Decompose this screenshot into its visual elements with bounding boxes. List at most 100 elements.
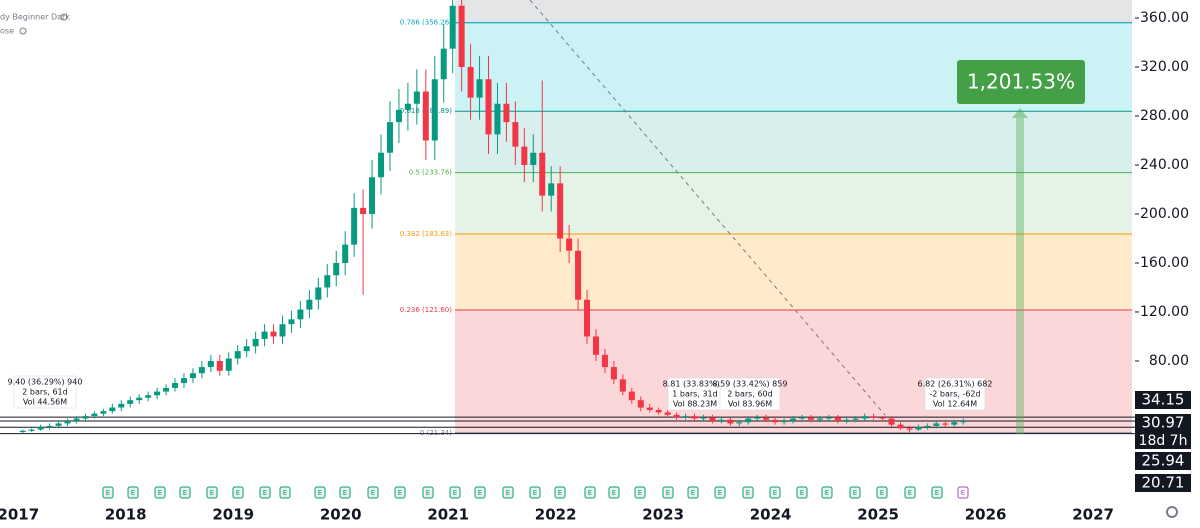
x-tick-label: 2020 — [320, 506, 362, 524]
gain-arrowhead — [1012, 108, 1028, 118]
x-tick-label: 2027 — [1072, 506, 1114, 524]
earnings-icon — [821, 486, 833, 499]
candle-body — [763, 417, 770, 420]
eye-icon[interactable] — [19, 27, 27, 35]
x-tick-label: 2023 — [642, 506, 684, 524]
price-lines — [0, 416, 1135, 435]
earnings-label: E — [398, 489, 402, 497]
candle-body — [790, 418, 797, 421]
y-tick-label: 320.00 — [1140, 59, 1189, 75]
candle-body — [664, 412, 671, 415]
measure-text: -2 bars, -62d — [929, 390, 980, 399]
earnings-label: E — [343, 489, 347, 497]
earnings-label: E — [318, 489, 322, 497]
candle-body — [100, 411, 107, 414]
candle-body — [897, 424, 904, 429]
earnings-icon — [742, 486, 754, 499]
candle-body — [494, 103, 501, 135]
earnings-icon — [796, 486, 808, 499]
earnings-label: E — [961, 489, 965, 497]
price-box — [1135, 452, 1191, 470]
candle-body — [781, 420, 788, 423]
candle-body — [172, 383, 179, 388]
countdown: 18d 7h — [1139, 433, 1188, 449]
gain-label: 1,201.53% — [967, 70, 1075, 94]
candle-body — [861, 416, 868, 419]
candle-body — [521, 146, 528, 165]
earnings-icon — [422, 486, 434, 499]
axis-layer: 80.00 120.00 160.00 200.00 240.00 280.00 320.0… — [1135, 10, 1191, 492]
measure-text: 2 bars, 61d — [22, 388, 67, 397]
measure-text: 9.40 (36.29%) 940 — [8, 378, 83, 387]
earnings-icon — [608, 486, 620, 499]
candle-body — [189, 373, 196, 379]
earnings-icon — [154, 486, 166, 499]
candle-body — [870, 416, 877, 418]
y-tick-label: 200.00 — [1140, 206, 1189, 222]
x-tick-label: 2019 — [212, 506, 254, 524]
candle-body — [637, 400, 644, 408]
candle-body — [369, 177, 376, 214]
candle-body — [342, 244, 349, 263]
y-tick-label: 360.00 — [1140, 10, 1189, 26]
settings-icon[interactable] — [1166, 506, 1178, 518]
earnings-label: E — [371, 489, 375, 497]
candle-body — [655, 409, 662, 413]
earnings-icon — [474, 486, 486, 499]
candle-body — [476, 79, 483, 98]
earnings-label: E — [691, 489, 695, 497]
earnings-label: E — [158, 489, 162, 497]
candle-body — [834, 417, 841, 421]
earnings-icon — [529, 486, 541, 499]
candle-body — [333, 262, 340, 276]
earnings-icon — [584, 486, 596, 499]
candle-body — [548, 183, 555, 196]
candle-body — [709, 417, 716, 421]
candle-body — [592, 336, 599, 355]
candle-body — [610, 367, 617, 380]
x-tick-label: 2025 — [857, 506, 899, 524]
earnings-label: E — [533, 489, 537, 497]
fib-band — [455, 172, 1132, 235]
candle-body — [19, 430, 26, 433]
eye-icon[interactable] — [60, 13, 68, 21]
x-tick-label: 2018 — [105, 506, 147, 524]
fib-label: 0 (21.34) — [420, 429, 452, 437]
candle-body — [413, 91, 420, 104]
measure-text: Vol 12.64M — [933, 400, 977, 409]
candle-body — [252, 338, 259, 347]
candle-body — [467, 67, 474, 98]
x-tick-label: 2017 — [0, 506, 39, 524]
candle-body — [557, 183, 564, 239]
earnings-label: E — [210, 489, 214, 497]
measure-text: 1 bars, 31d — [672, 390, 717, 399]
candle-body — [566, 238, 573, 251]
gain-box — [957, 60, 1085, 104]
price-box — [1135, 414, 1191, 432]
earnings-label: E — [426, 489, 430, 497]
candle-body — [933, 423, 940, 426]
candle-body — [225, 358, 232, 371]
candle-body — [449, 5, 456, 49]
candle-body — [888, 418, 895, 425]
earnings-label: E — [453, 489, 457, 497]
candle-body — [64, 420, 71, 424]
candle-body — [745, 418, 752, 423]
candle-body — [360, 207, 367, 214]
earnings-icon — [849, 486, 861, 499]
candle-body — [118, 403, 125, 408]
candle-body — [82, 416, 89, 419]
candle-body — [351, 207, 358, 245]
earnings-label: E — [236, 489, 240, 497]
earnings-icon — [206, 486, 218, 499]
candle-body — [924, 425, 931, 428]
candle-body — [288, 319, 295, 325]
earnings-icon — [279, 486, 291, 499]
earnings-label: E — [880, 489, 884, 497]
candle-body — [127, 400, 134, 404]
candle-body — [73, 418, 80, 421]
earnings-label: E — [746, 489, 750, 497]
price-box-label: 34.15 — [1142, 391, 1185, 409]
background — [0, 0, 455, 24]
candle-body — [942, 423, 949, 425]
